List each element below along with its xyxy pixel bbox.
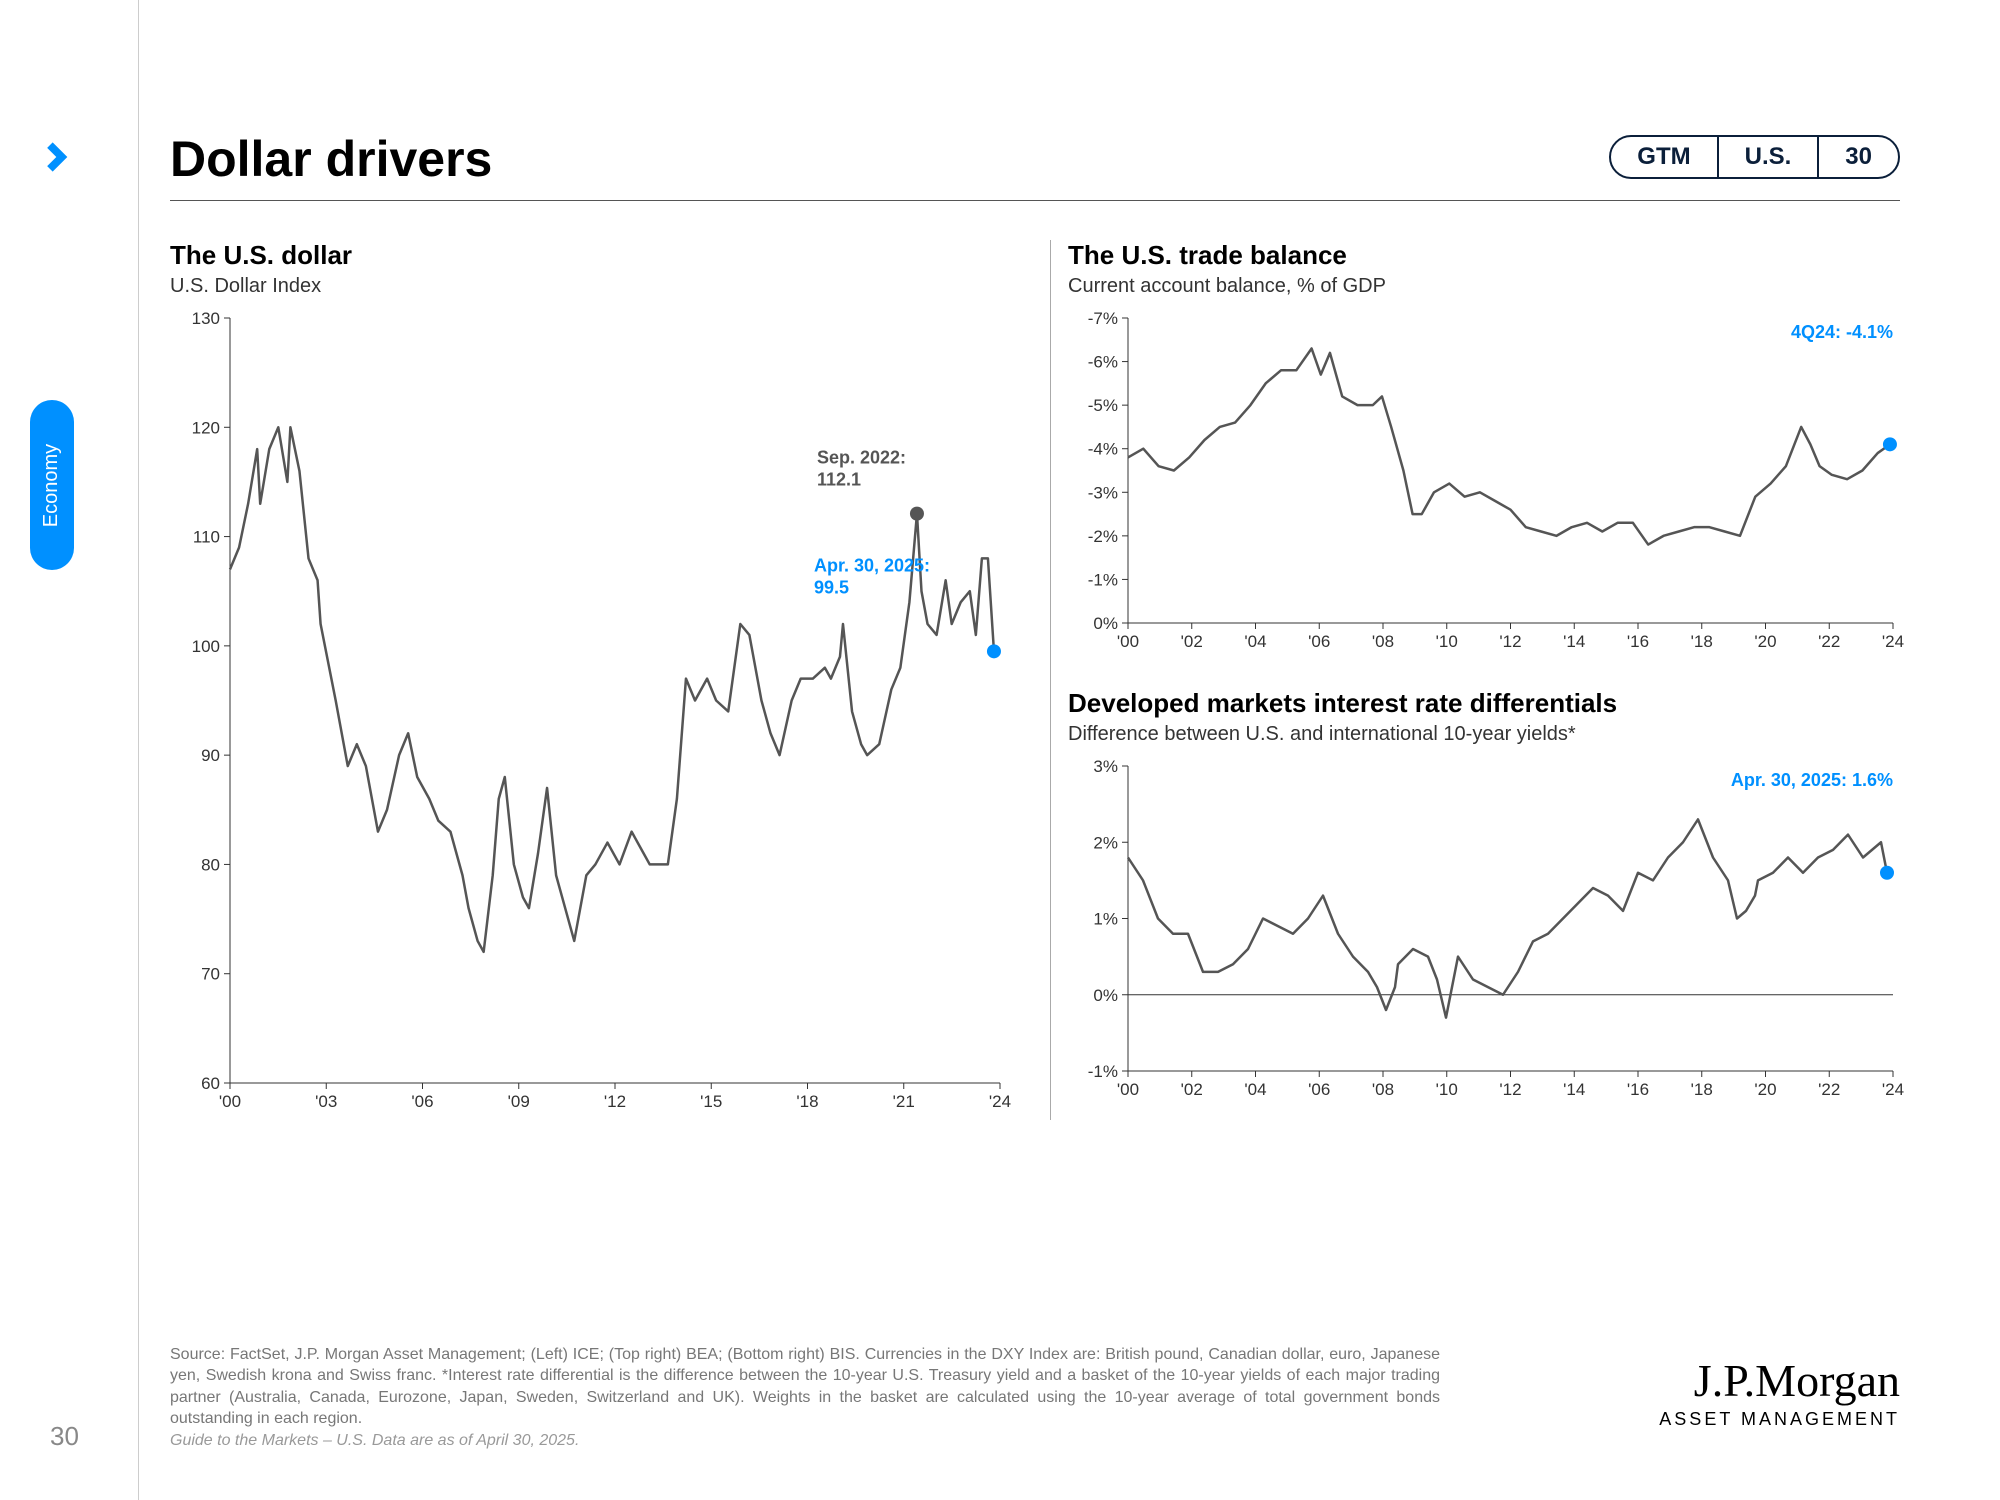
chart-subtitle: Difference between U.S. and internationa… <box>1068 723 1918 746</box>
svg-text:100: 100 <box>192 637 220 656</box>
svg-text:'24: '24 <box>1882 632 1904 651</box>
svg-text:'03: '03 <box>315 1092 337 1111</box>
forward-arrow-icon <box>38 135 82 184</box>
svg-text:90: 90 <box>201 746 220 765</box>
panel-divider <box>1050 240 1051 1120</box>
svg-text:3%: 3% <box>1093 757 1118 776</box>
title-divider <box>170 200 1900 201</box>
svg-text:'20: '20 <box>1754 632 1776 651</box>
svg-text:'12: '12 <box>1499 632 1521 651</box>
section-tab-label: Economy <box>41 443 64 526</box>
svg-text:'08: '08 <box>1372 1080 1394 1099</box>
svg-text:60: 60 <box>201 1074 220 1093</box>
svg-text:110: 110 <box>193 528 220 547</box>
svg-text:'21: '21 <box>893 1092 915 1111</box>
svg-text:-7%: -7% <box>1088 309 1118 328</box>
chart-title: Developed markets interest rate differen… <box>1068 688 1918 719</box>
brand-sub: ASSET MANAGEMENT <box>1659 1409 1900 1430</box>
badge-guide: GTM <box>1611 137 1716 177</box>
svg-text:'06: '06 <box>1308 632 1330 651</box>
svg-text:'24: '24 <box>989 1092 1011 1111</box>
svg-text:2%: 2% <box>1093 833 1118 852</box>
svg-text:'02: '02 <box>1181 1080 1203 1099</box>
svg-text:-1%: -1% <box>1088 570 1118 589</box>
svg-text:'00: '00 <box>219 1092 241 1111</box>
svg-text:'14: '14 <box>1563 1080 1585 1099</box>
brand-name: J.P.Morgan <box>1659 1354 1900 1407</box>
svg-text:'00: '00 <box>1117 1080 1139 1099</box>
svg-text:'02: '02 <box>1181 632 1203 651</box>
page-badge-group: GTM U.S. 30 <box>1609 135 1900 179</box>
svg-text:70: 70 <box>201 965 220 984</box>
svg-text:'14: '14 <box>1563 632 1585 651</box>
chart-dxy: 60 70 80 90 100 110 120 130 '00 '03 '06 '09 '12 '15 '1… <box>170 308 1020 1118</box>
svg-text:0%: 0% <box>1093 986 1118 1005</box>
svg-text:'16: '16 <box>1627 632 1649 651</box>
svg-text:'22: '22 <box>1818 1080 1840 1099</box>
chart-rates: -1% 0% 1% 2% 3% '00 '02 '04 '06 '08 '10 '12 '14 '16 '1… <box>1068 756 1918 1106</box>
svg-text:120: 120 <box>192 418 220 437</box>
svg-text:-2%: -2% <box>1088 527 1118 546</box>
chart-subtitle: U.S. Dollar Index <box>170 275 1020 298</box>
svg-text:'12: '12 <box>1499 1080 1521 1099</box>
page-number-left: 30 <box>50 1421 79 1452</box>
svg-text:'12: '12 <box>604 1092 626 1111</box>
page-title: Dollar drivers <box>170 130 492 188</box>
svg-text:-6%: -6% <box>1088 353 1118 372</box>
svg-text:'24: '24 <box>1882 1080 1904 1099</box>
svg-text:Apr. 30, 2025: 1.6%: Apr. 30, 2025: 1.6% <box>1731 770 1893 790</box>
svg-text:'04: '04 <box>1244 1080 1266 1099</box>
svg-text:'10: '10 <box>1436 632 1458 651</box>
svg-text:'15: '15 <box>700 1092 722 1111</box>
svg-text:80: 80 <box>201 855 220 874</box>
svg-text:112.1: 112.1 <box>817 470 861 490</box>
svg-text:-1%: -1% <box>1088 1062 1118 1081</box>
footer-source: Source: FactSet, J.P. Morgan Asset Manag… <box>170 1344 1440 1430</box>
svg-text:'16: '16 <box>1627 1080 1649 1099</box>
chart-title: The U.S. trade balance <box>1068 240 1918 271</box>
badge-page: 30 <box>1817 137 1898 177</box>
svg-text:-5%: -5% <box>1088 396 1118 415</box>
chart-trade: -7% -6% -5% -4% -3% -2% -1% 0%'00 '02 '04 '06 '08 '1… <box>1068 308 1918 658</box>
svg-text:'06: '06 <box>1308 1080 1330 1099</box>
chart-title: The U.S. dollar <box>170 240 1020 271</box>
svg-text:1%: 1% <box>1093 910 1118 929</box>
chart-subtitle: Current account balance, % of GDP <box>1068 275 1918 298</box>
svg-text:4Q24: -4.1%: 4Q24: -4.1% <box>1791 322 1893 342</box>
side-rule <box>138 0 139 1500</box>
svg-text:'09: '09 <box>508 1092 530 1111</box>
footer-guide: Guide to the Markets – U.S. Data are as … <box>170 1432 579 1450</box>
svg-text:'08: '08 <box>1372 632 1394 651</box>
svg-text:-3%: -3% <box>1088 483 1118 502</box>
svg-text:'06: '06 <box>411 1092 433 1111</box>
svg-text:'00: '00 <box>1117 632 1139 651</box>
panel-right: The U.S. trade balance Current account b… <box>1068 240 1918 1140</box>
svg-text:'04: '04 <box>1244 632 1266 651</box>
svg-text:0%: 0% <box>1093 614 1118 633</box>
panel-us-dollar: The U.S. dollar U.S. Dollar Index 60 70 80… <box>170 240 1020 1140</box>
badge-region: U.S. <box>1717 137 1818 177</box>
brand-logo: J.P.Morgan ASSET MANAGEMENT <box>1659 1354 1900 1430</box>
svg-text:'20: '20 <box>1754 1080 1776 1099</box>
svg-text:Sep. 2022:: Sep. 2022: <box>817 448 906 468</box>
svg-text:'18: '18 <box>796 1092 818 1111</box>
svg-text:Apr. 30, 2025:: Apr. 30, 2025: <box>814 555 930 575</box>
section-tab-economy[interactable]: Economy <box>30 400 74 570</box>
svg-text:99.5: 99.5 <box>814 577 849 597</box>
svg-text:'18: '18 <box>1691 1080 1713 1099</box>
svg-text:'10: '10 <box>1436 1080 1458 1099</box>
svg-text:'22: '22 <box>1818 632 1840 651</box>
svg-text:130: 130 <box>192 309 220 328</box>
svg-text:'18: '18 <box>1691 632 1713 651</box>
svg-text:-4%: -4% <box>1088 440 1118 459</box>
